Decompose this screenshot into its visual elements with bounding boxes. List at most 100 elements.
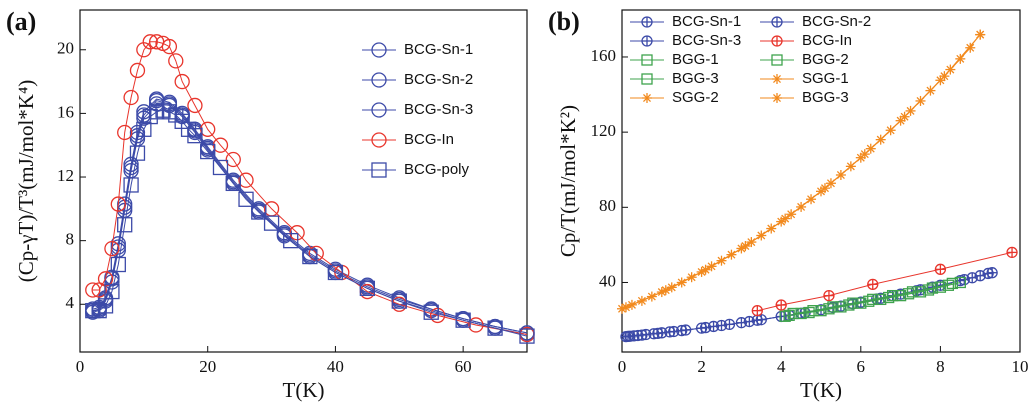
data-point: [899, 111, 910, 122]
data-point: [622, 330, 634, 343]
legend-marker: [642, 93, 652, 103]
data-point: [975, 29, 986, 40]
data-point: [676, 324, 688, 337]
marker-shape: [225, 175, 241, 192]
data-point: [954, 276, 966, 289]
marker-shape: [238, 191, 254, 207]
y-tick-label: 20: [57, 39, 74, 58]
marker-shape: [302, 248, 318, 265]
data-point: [946, 277, 958, 290]
data-point: [283, 233, 299, 249]
legend-label: BGG-3: [802, 89, 849, 106]
marker-shape: [129, 145, 146, 161]
legend-label: BCG-Sn-1: [404, 41, 473, 58]
marker-shape: [894, 289, 907, 302]
x-tick-label: 8: [936, 357, 945, 376]
marker-shape: [187, 97, 203, 114]
series-line: [92, 109, 528, 337]
data-point: [117, 124, 133, 141]
legend-label: BCG-Sn-3: [672, 32, 741, 49]
marker-shape: [123, 177, 139, 193]
data-point: [982, 267, 994, 280]
data-point: [863, 295, 875, 307]
data-point: [519, 328, 535, 344]
legend-label: BCG-Sn-2: [404, 71, 473, 88]
x-tick-label: 4: [777, 357, 786, 376]
marker-shape: [641, 73, 653, 85]
marker-shape: [781, 214, 790, 223]
marker-shape: [954, 276, 966, 289]
marker-shape: [966, 43, 975, 52]
legend-label: BGG-2: [802, 51, 849, 68]
data-point: [966, 272, 978, 284]
data-point: [620, 302, 631, 313]
data-point: [965, 42, 976, 53]
marker-shape: [860, 150, 869, 159]
data-point: [859, 149, 870, 160]
series-line: [92, 103, 528, 335]
marker-shape: [823, 303, 835, 315]
data-point: [740, 241, 751, 252]
marker-shape: [815, 305, 827, 317]
legend-label: BCG-Sn-2: [802, 13, 871, 30]
marker-shape: [371, 132, 387, 148]
marker-shape: [863, 295, 875, 307]
plot-frame: [79, 9, 528, 353]
marker-shape: [359, 280, 376, 297]
marker-shape: [104, 240, 120, 257]
marker-shape: [661, 286, 670, 295]
data-point: [867, 278, 879, 291]
marker-shape: [883, 291, 895, 304]
marker-shape: [787, 307, 799, 320]
data-point: [263, 215, 280, 231]
legend-marker: [771, 16, 783, 28]
x-tick-label: 10: [1012, 357, 1029, 376]
marker-shape: [327, 264, 344, 281]
data-point: [200, 143, 216, 160]
series-line: [625, 34, 981, 308]
data-point: [251, 204, 267, 220]
data-point: [391, 293, 407, 309]
marker-shape: [117, 124, 133, 141]
data-point: [883, 291, 895, 304]
marker-shape: [835, 301, 847, 313]
data-point: [751, 314, 763, 326]
marker-shape: [85, 282, 101, 298]
data-point: [815, 305, 827, 317]
marker-shape: [200, 143, 216, 160]
x-tick-label: 0: [76, 357, 85, 376]
x-tick-label: 0: [618, 357, 627, 376]
data-point: [823, 289, 835, 302]
data-point: [652, 327, 664, 340]
marker-shape: [174, 73, 190, 90]
data-point: [302, 248, 318, 265]
marker-shape: [621, 303, 630, 312]
data-point: [238, 191, 254, 207]
data-point: [110, 256, 126, 273]
legend-marker: [641, 73, 653, 85]
series-line: [92, 98, 528, 334]
marker-shape: [641, 54, 653, 66]
plot-frame: [621, 9, 1021, 353]
marker-shape: [643, 94, 651, 102]
y-tick-label: 40: [599, 271, 616, 290]
data-point: [359, 280, 376, 297]
marker-shape: [371, 102, 387, 118]
data-point: [939, 71, 950, 82]
marker-shape: [741, 242, 750, 251]
legend-marker: [641, 16, 653, 28]
y-tick-label: 8: [66, 230, 75, 249]
marker-shape: [783, 309, 795, 322]
series-line: [92, 100, 528, 334]
marker-shape: [142, 34, 158, 50]
data-point: [225, 151, 241, 168]
marker-shape: [238, 172, 254, 188]
marker-shape: [371, 42, 387, 58]
marker-shape: [519, 328, 535, 344]
y-tick-label: 160: [591, 46, 617, 65]
marker-shape: [161, 38, 178, 55]
marker-shape: [875, 293, 887, 306]
data-point: [327, 264, 344, 281]
data-point: [775, 299, 787, 311]
data-point: [632, 329, 644, 342]
